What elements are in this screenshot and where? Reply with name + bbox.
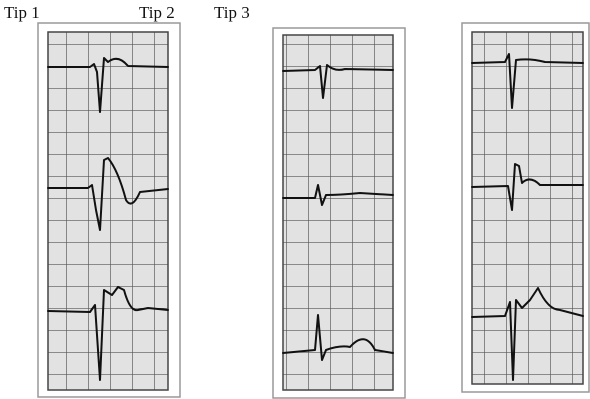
ecg-panel [273, 28, 405, 398]
tip-label: Tip 1 [4, 3, 40, 22]
ecg-panel [462, 23, 589, 392]
ecg-grid [472, 32, 583, 384]
figure: Tip 1 Tip 2 Tip 3 [0, 0, 590, 399]
tip-label: Tip 3 [214, 3, 250, 22]
page: {"labels": ["Tip 1", "Tip 2", "Tip 3"]} … [0, 0, 590, 399]
tip-label: Tip 2 [139, 3, 175, 22]
ecg-grid [283, 35, 393, 390]
ecg-panel [38, 23, 180, 397]
ecg-grid [48, 32, 168, 390]
